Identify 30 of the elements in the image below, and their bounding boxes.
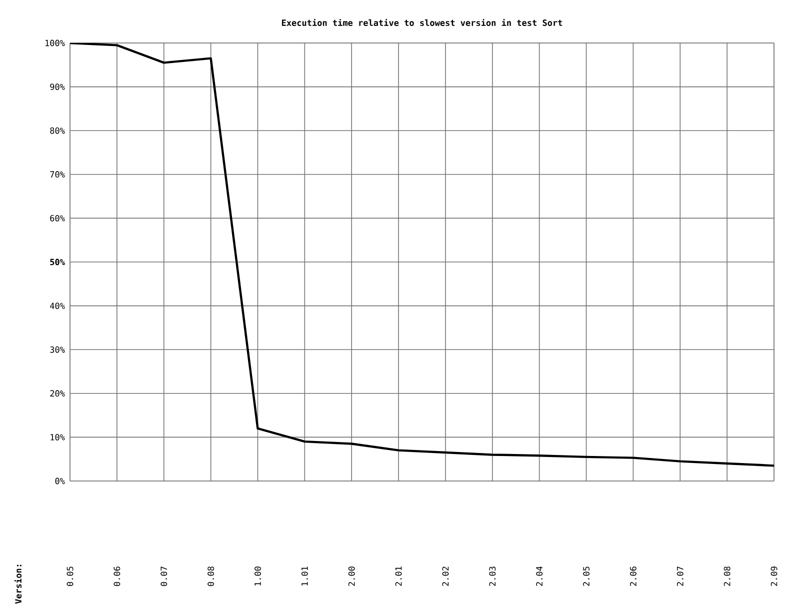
y-tick-label: 30% <box>50 346 65 353</box>
text: Version: <box>14 564 22 604</box>
y-tick-label: 90% <box>50 84 65 90</box>
x-tick-label: 2.01 <box>395 566 402 586</box>
y-tick-label: 40% <box>50 302 65 310</box>
y-tick-label: 10% <box>50 434 65 440</box>
x-tick-label: 2.00 <box>348 566 355 586</box>
x-tick-label: 1.00 <box>254 566 261 586</box>
line-series <box>70 42 774 467</box>
y-tick-label: 60% <box>50 214 65 222</box>
y-tick-label: 80% <box>50 127 65 134</box>
y-tick-label: 20% <box>50 390 65 397</box>
x-tick-label: 0.08 <box>208 566 214 586</box>
x-tick-label: 2.05 <box>583 566 590 586</box>
chart-title: Execution time relative to slowest version in test Sort <box>282 18 562 26</box>
x-tick-label: 1.01 <box>301 566 308 586</box>
x-tick-label: 2.03 <box>489 566 496 586</box>
x-tick-label: 2.08 <box>724 566 730 586</box>
x-tick-label: 2.04 <box>536 566 543 586</box>
y-tick-label: 0% <box>55 478 65 484</box>
x-tick-label: 2.09 <box>770 566 778 586</box>
y-tick-label: 70% <box>50 171 65 178</box>
x-tick-label: 0.07 <box>160 566 168 586</box>
x-tick-label: 0.06 <box>114 566 120 586</box>
y-tick-label: 50% <box>50 258 65 266</box>
y-tick-label: 100% <box>46 40 65 46</box>
x-tick-label: 2.06 <box>630 566 636 586</box>
x-tick-label: 2.02 <box>442 566 449 586</box>
x-tick-label: 0.05 <box>66 566 74 586</box>
x-tick-label: 2.07 <box>676 566 684 586</box>
